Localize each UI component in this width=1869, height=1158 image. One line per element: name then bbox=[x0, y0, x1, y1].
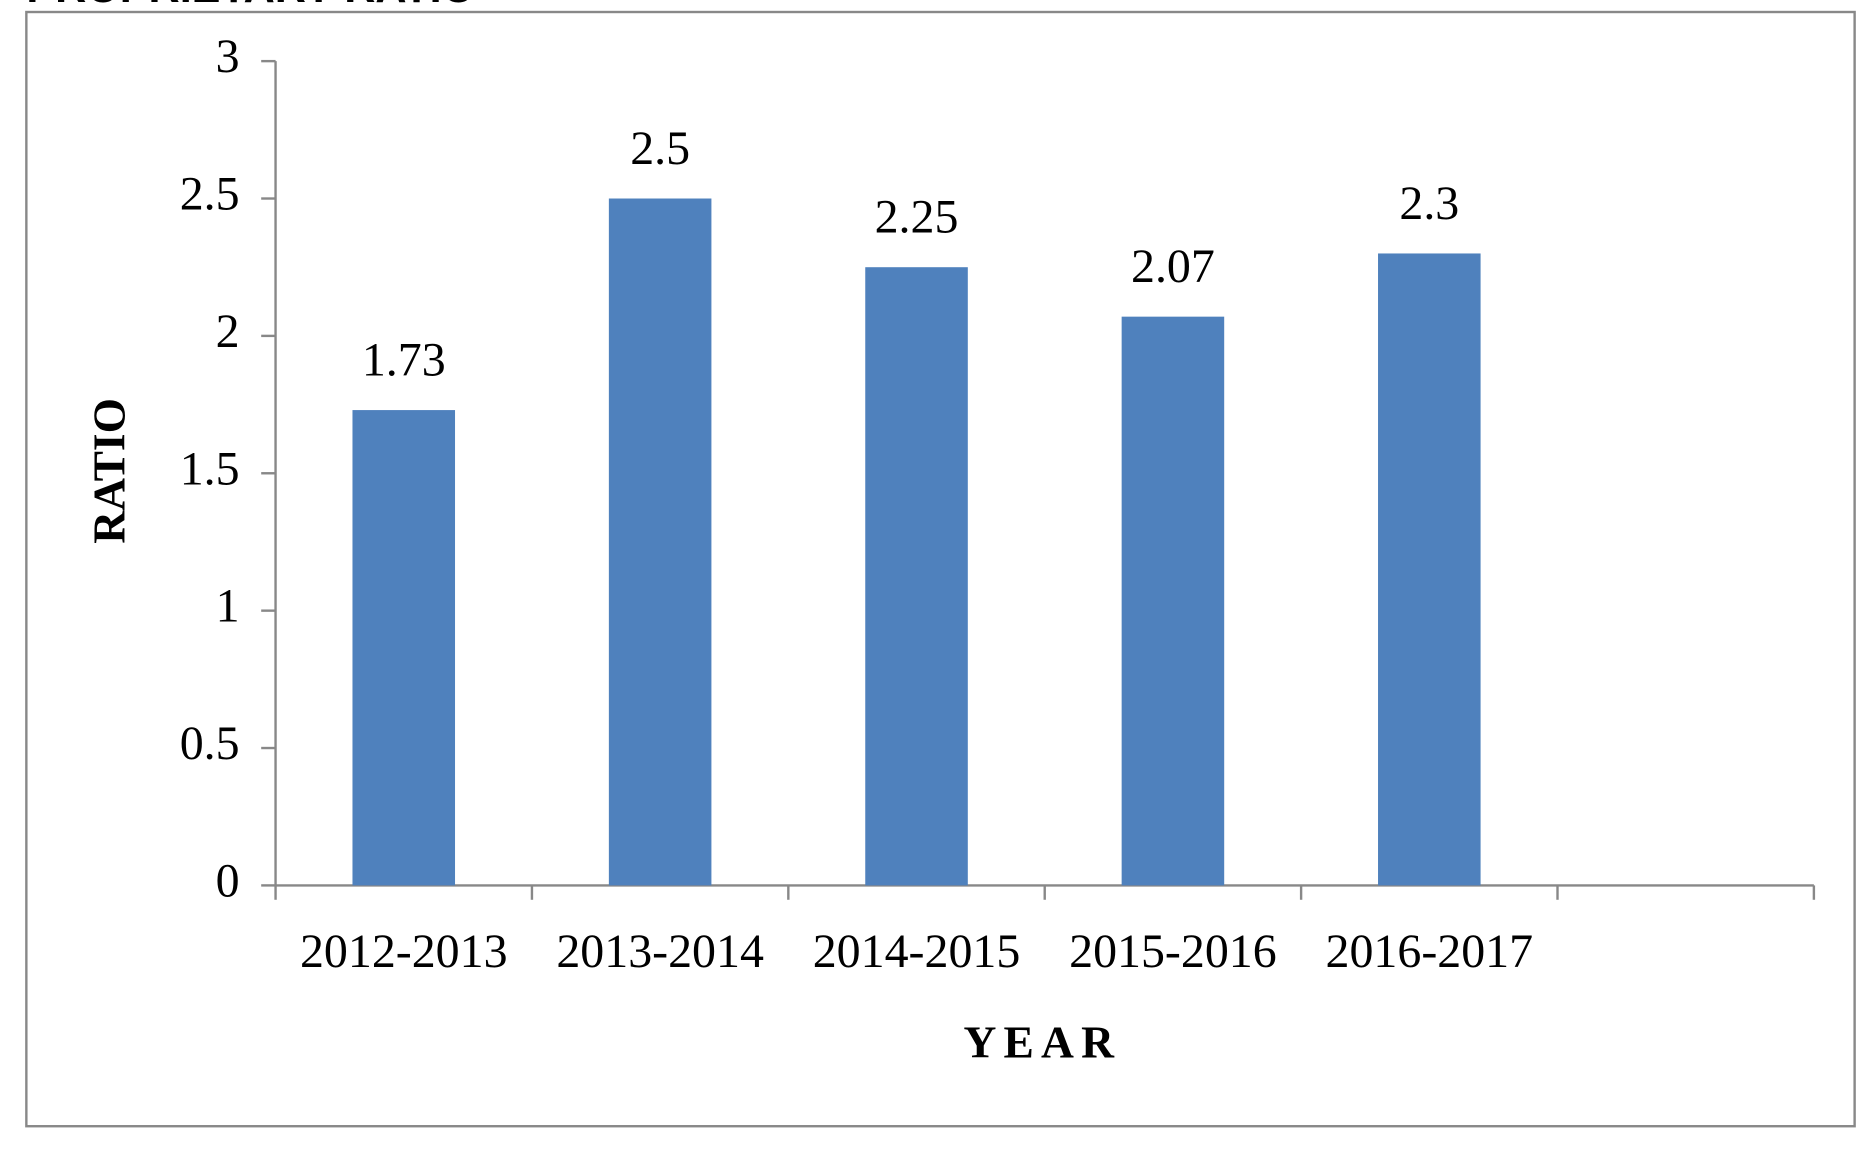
data-label: 2.5 bbox=[630, 122, 690, 175]
y-tick-label: 2.5 bbox=[180, 168, 240, 221]
data-label: 1.73 bbox=[362, 334, 446, 387]
x-tick-label: 2013-2014 bbox=[556, 925, 764, 978]
y-tick-label: 1 bbox=[216, 580, 240, 633]
bar bbox=[608, 198, 712, 886]
x-tick-label: 2012-2013 bbox=[300, 925, 508, 978]
chart-title: PROPRIETARY RATIO bbox=[26, 0, 475, 12]
y-axis-title: RATIO bbox=[83, 398, 134, 544]
y-tick-label: 0 bbox=[216, 854, 240, 907]
data-label: 2.07 bbox=[1131, 240, 1215, 293]
data-label: 2.25 bbox=[875, 191, 959, 244]
x-tick-label: 2014-2015 bbox=[813, 925, 1021, 978]
bar bbox=[1121, 316, 1225, 886]
bar bbox=[352, 410, 456, 886]
data-label: 2.3 bbox=[1399, 177, 1459, 230]
bar bbox=[1378, 253, 1481, 886]
bar bbox=[865, 267, 968, 886]
y-tick-label: 2 bbox=[216, 305, 240, 358]
x-tick-label: 2016-2017 bbox=[1326, 925, 1534, 978]
chart-frame bbox=[25, 10, 1856, 1128]
y-tick-label: 0.5 bbox=[180, 717, 240, 770]
y-tick-label: 3 bbox=[216, 30, 240, 83]
x-axis-title: YEAR bbox=[963, 1017, 1121, 1068]
x-tick-label: 2015-2016 bbox=[1069, 925, 1277, 978]
y-tick-label: 1.5 bbox=[180, 442, 240, 495]
